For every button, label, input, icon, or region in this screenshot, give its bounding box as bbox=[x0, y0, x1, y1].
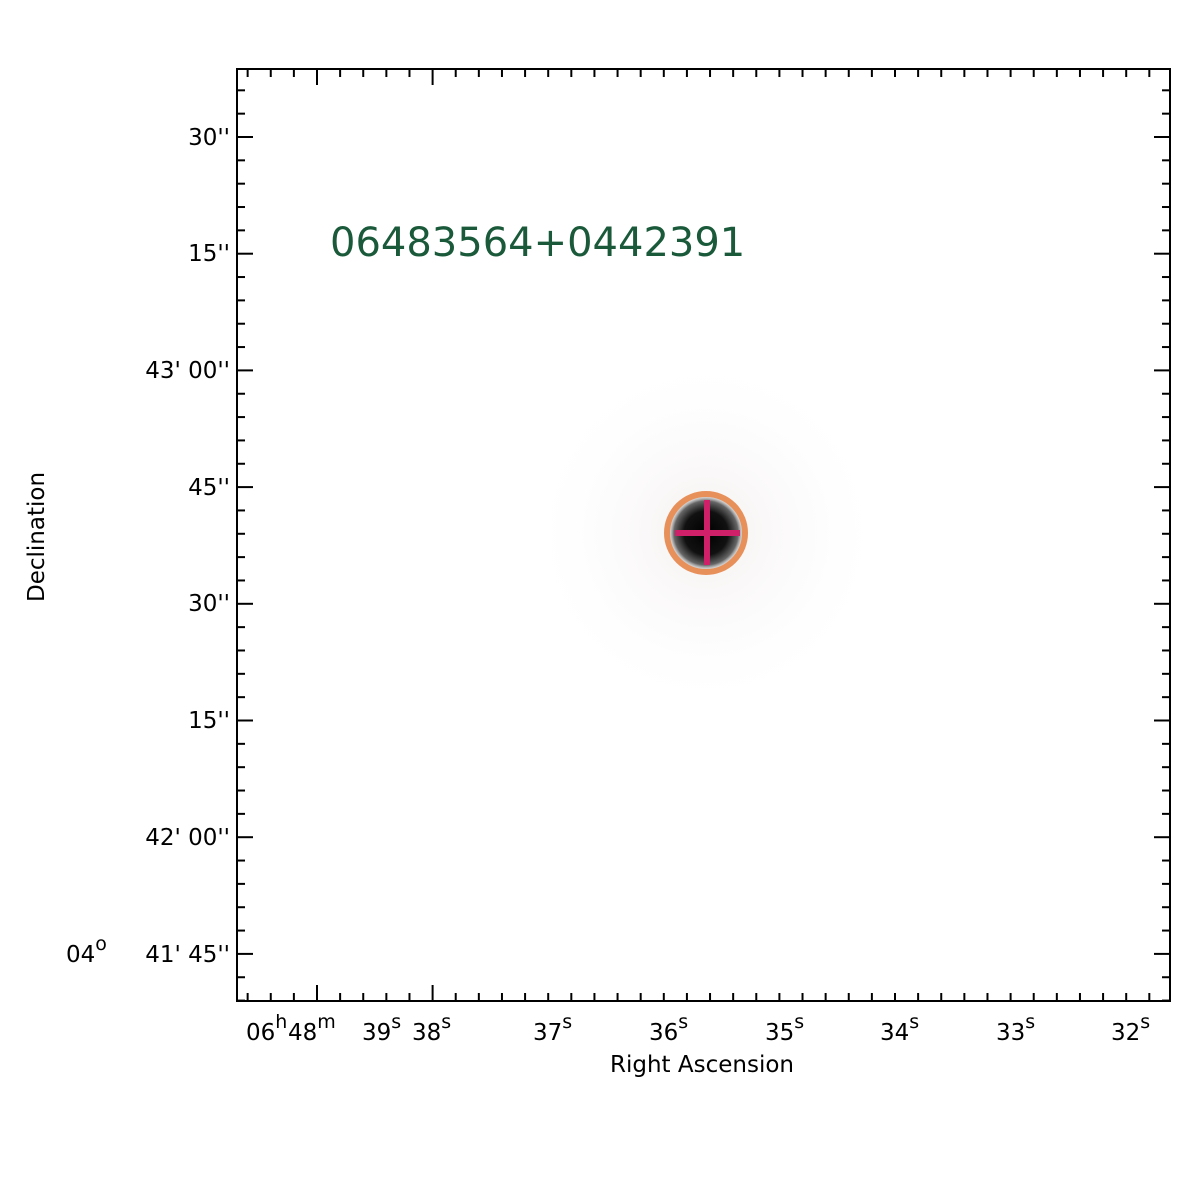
x-prefix: 06h bbox=[246, 1011, 287, 1046]
x-tick-label-value: 39 bbox=[362, 1020, 391, 1046]
x-tick-label-value: 33 bbox=[996, 1020, 1025, 1046]
x-tick-label-unit: s bbox=[441, 1011, 451, 1033]
x-tick-label: 33s bbox=[996, 1011, 1035, 1046]
y-prefix-unit: o bbox=[95, 933, 107, 955]
x-tick-label: 37s bbox=[533, 1011, 572, 1046]
y-tick-label: 30'' bbox=[188, 125, 230, 151]
x-prefix-value: 06 bbox=[246, 1020, 275, 1046]
x-tick-label: 36s bbox=[649, 1011, 688, 1046]
x-tick-label: 38s bbox=[412, 1011, 451, 1046]
y-tick-label: 41' 45'' bbox=[145, 942, 230, 968]
x-tick-label-value: 37 bbox=[533, 1020, 562, 1046]
y-tick-label: 15'' bbox=[188, 241, 230, 267]
x-tick-label-unit: s bbox=[391, 1011, 401, 1033]
source-circle bbox=[664, 491, 748, 575]
x-tick-label-unit: s bbox=[794, 1011, 804, 1033]
y-tick-label: 15'' bbox=[188, 708, 230, 734]
x-tick-label-unit: s bbox=[909, 1011, 919, 1033]
x-prefix-unit: m bbox=[317, 1011, 336, 1033]
x-tick-label-value: 38 bbox=[412, 1020, 441, 1046]
x-tick-label-value: 36 bbox=[649, 1020, 678, 1046]
y-tick-label: 30'' bbox=[188, 591, 230, 617]
x-tick-label-value: 35 bbox=[765, 1020, 794, 1046]
y-tick-label: 45'' bbox=[188, 475, 230, 501]
y-tick-label: 43' 00'' bbox=[145, 358, 230, 384]
source-label: 06483564+0442391 bbox=[330, 220, 745, 266]
x-tick-label-value: 32 bbox=[1111, 1020, 1140, 1046]
x-prefix: 48m bbox=[288, 1011, 336, 1046]
x-tick-label-unit: s bbox=[562, 1011, 572, 1033]
y-tick-label: 42' 00'' bbox=[145, 825, 230, 851]
x-prefix-value: 48 bbox=[288, 1020, 317, 1046]
x-tick-label-value: 34 bbox=[880, 1020, 909, 1046]
y-prefix: 04o bbox=[66, 933, 107, 968]
y-prefix-value: 04 bbox=[66, 942, 95, 968]
frame bbox=[236, 68, 1171, 1002]
x-tick-label: 32s bbox=[1111, 1011, 1150, 1046]
ticks: 06h 48m 39s 38s 37s 36s 35s 34s 33s 32s30''15''43… bbox=[66, 69, 1170, 1046]
x-tick-label-unit: s bbox=[1140, 1011, 1150, 1033]
y-axis-label: Declination bbox=[24, 472, 50, 602]
x-axis-label: Right Ascension bbox=[610, 1052, 794, 1078]
x-prefix-unit: h bbox=[275, 1011, 287, 1033]
x-tick-label: 34s bbox=[880, 1011, 919, 1046]
x-tick-label: 35s bbox=[765, 1011, 804, 1046]
x-tick-label: 39s bbox=[362, 1011, 401, 1046]
x-tick-label-unit: s bbox=[678, 1011, 688, 1033]
x-tick-label-unit: s bbox=[1025, 1011, 1035, 1033]
